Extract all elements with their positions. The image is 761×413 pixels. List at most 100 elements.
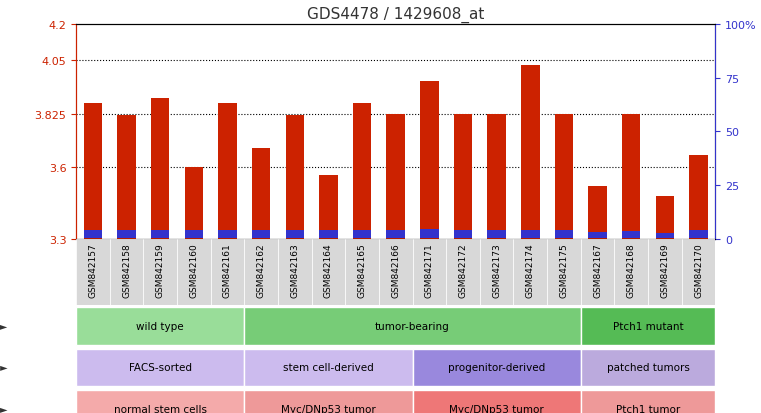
FancyBboxPatch shape — [412, 349, 581, 386]
Text: GSM842168: GSM842168 — [627, 243, 635, 297]
Bar — [689, 231, 708, 238]
FancyBboxPatch shape — [76, 349, 244, 386]
FancyBboxPatch shape — [581, 308, 715, 345]
Text: Ptch1 mutant: Ptch1 mutant — [613, 321, 683, 331]
Bar — [252, 231, 270, 238]
Bar — [319, 175, 338, 240]
FancyBboxPatch shape — [480, 240, 514, 306]
Bar — [252, 149, 270, 240]
Text: stem cell-derived: stem cell-derived — [283, 363, 374, 373]
Text: GSM842174: GSM842174 — [526, 243, 535, 297]
Bar — [285, 231, 304, 238]
FancyBboxPatch shape — [244, 308, 581, 345]
Bar — [588, 187, 607, 240]
Text: GSM842163: GSM842163 — [290, 243, 299, 297]
FancyBboxPatch shape — [76, 308, 244, 345]
Text: GSM842165: GSM842165 — [358, 243, 367, 297]
Text: GSM842172: GSM842172 — [459, 243, 467, 297]
Bar — [218, 231, 237, 238]
FancyBboxPatch shape — [110, 240, 143, 306]
Text: GSM842173: GSM842173 — [492, 243, 501, 297]
Title: GDS4478 / 1429608_at: GDS4478 / 1429608_at — [307, 7, 485, 24]
Bar — [656, 197, 674, 240]
Bar — [555, 114, 573, 240]
Text: normal stem cells: normal stem cells — [113, 404, 207, 413]
Text: GSM842159: GSM842159 — [156, 243, 164, 297]
FancyBboxPatch shape — [614, 240, 648, 306]
FancyBboxPatch shape — [278, 240, 311, 306]
Text: GSM842170: GSM842170 — [694, 243, 703, 297]
Text: GSM842166: GSM842166 — [391, 243, 400, 297]
Text: GSM842161: GSM842161 — [223, 243, 232, 297]
Bar — [84, 230, 102, 238]
FancyBboxPatch shape — [345, 240, 379, 306]
Bar — [117, 231, 135, 238]
FancyBboxPatch shape — [76, 240, 110, 306]
Bar — [521, 65, 540, 240]
Text: GSM842157: GSM842157 — [88, 243, 97, 297]
Bar — [555, 231, 573, 238]
Bar — [521, 231, 540, 238]
Bar — [353, 231, 371, 238]
Text: patched tumors: patched tumors — [607, 363, 689, 373]
Bar — [218, 104, 237, 240]
FancyBboxPatch shape — [446, 240, 480, 306]
Text: GSM842171: GSM842171 — [425, 243, 434, 297]
Text: cell type ►: cell type ► — [0, 404, 8, 413]
Bar — [387, 114, 405, 240]
FancyBboxPatch shape — [379, 240, 412, 306]
FancyBboxPatch shape — [244, 240, 278, 306]
Text: GSM842164: GSM842164 — [324, 243, 333, 297]
Bar — [588, 233, 607, 238]
FancyBboxPatch shape — [581, 349, 715, 386]
Bar — [454, 114, 473, 240]
Bar — [387, 231, 405, 238]
FancyBboxPatch shape — [311, 240, 345, 306]
Bar — [622, 114, 641, 240]
Bar — [84, 104, 102, 240]
FancyBboxPatch shape — [76, 390, 244, 413]
Bar — [454, 231, 473, 238]
Text: GSM842160: GSM842160 — [189, 243, 199, 297]
Bar — [622, 231, 641, 238]
Text: other ►: other ► — [0, 363, 8, 373]
Text: GSM842167: GSM842167 — [593, 243, 602, 297]
FancyBboxPatch shape — [547, 240, 581, 306]
Text: GSM842162: GSM842162 — [256, 243, 266, 297]
FancyBboxPatch shape — [412, 240, 446, 306]
FancyBboxPatch shape — [177, 240, 211, 306]
FancyBboxPatch shape — [682, 240, 715, 306]
Text: GSM842158: GSM842158 — [122, 243, 131, 297]
FancyBboxPatch shape — [211, 240, 244, 306]
Text: genotype/variation ►: genotype/variation ► — [0, 321, 8, 331]
Bar — [151, 99, 170, 240]
Bar — [285, 116, 304, 240]
FancyBboxPatch shape — [143, 240, 177, 306]
Text: Myc/DNp53 tumor: Myc/DNp53 tumor — [281, 404, 376, 413]
Text: GSM842175: GSM842175 — [559, 243, 568, 297]
Bar — [656, 233, 674, 238]
Bar — [353, 104, 371, 240]
Bar — [117, 116, 135, 240]
Text: Myc/DNp53 tumor: Myc/DNp53 tumor — [449, 404, 544, 413]
Bar — [689, 156, 708, 240]
Bar — [319, 231, 338, 238]
Text: FACS-sorted: FACS-sorted — [129, 363, 192, 373]
Bar — [420, 229, 438, 238]
Bar — [185, 231, 203, 238]
Text: progenitor-derived: progenitor-derived — [448, 363, 546, 373]
Bar — [185, 168, 203, 240]
Text: tumor-bearing: tumor-bearing — [375, 321, 450, 331]
FancyBboxPatch shape — [244, 390, 412, 413]
Text: wild type: wild type — [136, 321, 184, 331]
FancyBboxPatch shape — [581, 240, 614, 306]
FancyBboxPatch shape — [648, 240, 682, 306]
Text: Ptch1 tumor: Ptch1 tumor — [616, 404, 680, 413]
Bar — [151, 231, 170, 238]
Bar — [420, 82, 438, 240]
FancyBboxPatch shape — [514, 240, 547, 306]
Text: GSM842169: GSM842169 — [661, 243, 670, 297]
FancyBboxPatch shape — [412, 390, 581, 413]
FancyBboxPatch shape — [244, 349, 412, 386]
FancyBboxPatch shape — [581, 390, 715, 413]
